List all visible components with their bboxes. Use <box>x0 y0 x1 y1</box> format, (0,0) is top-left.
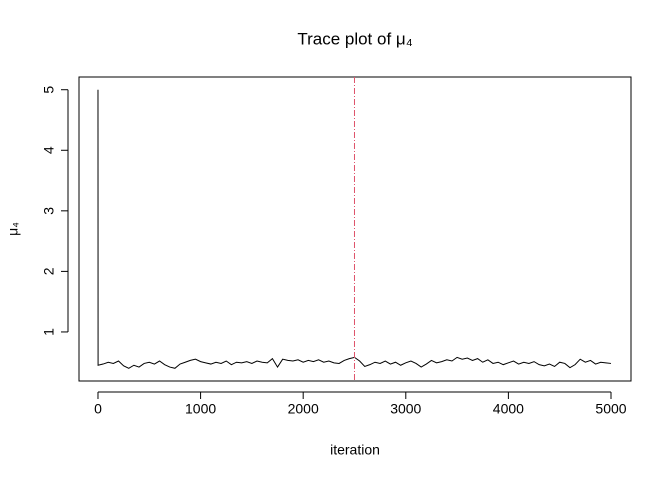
x-tick-label: 3000 <box>390 401 421 417</box>
x-tick-label: 1000 <box>185 401 216 417</box>
y-tick-label: 4 <box>41 146 57 154</box>
x-axis-label: iteration <box>330 442 380 458</box>
y-axis-label: μ₄ <box>5 222 21 236</box>
x-tick-label: 5000 <box>595 401 626 417</box>
y-tick-label: 2 <box>41 267 57 275</box>
trace-line <box>97 89 612 369</box>
x-tick-label: 0 <box>94 401 102 417</box>
y-tick-label: 1 <box>41 328 57 336</box>
plot-frame <box>78 76 632 382</box>
x-tick-label: 2000 <box>288 401 319 417</box>
x-tick-label: 4000 <box>493 401 524 417</box>
chart-title: Trace plot of μ₄ <box>297 29 412 48</box>
y-tick-label: 5 <box>41 86 57 94</box>
y-tick-label: 3 <box>41 207 57 215</box>
